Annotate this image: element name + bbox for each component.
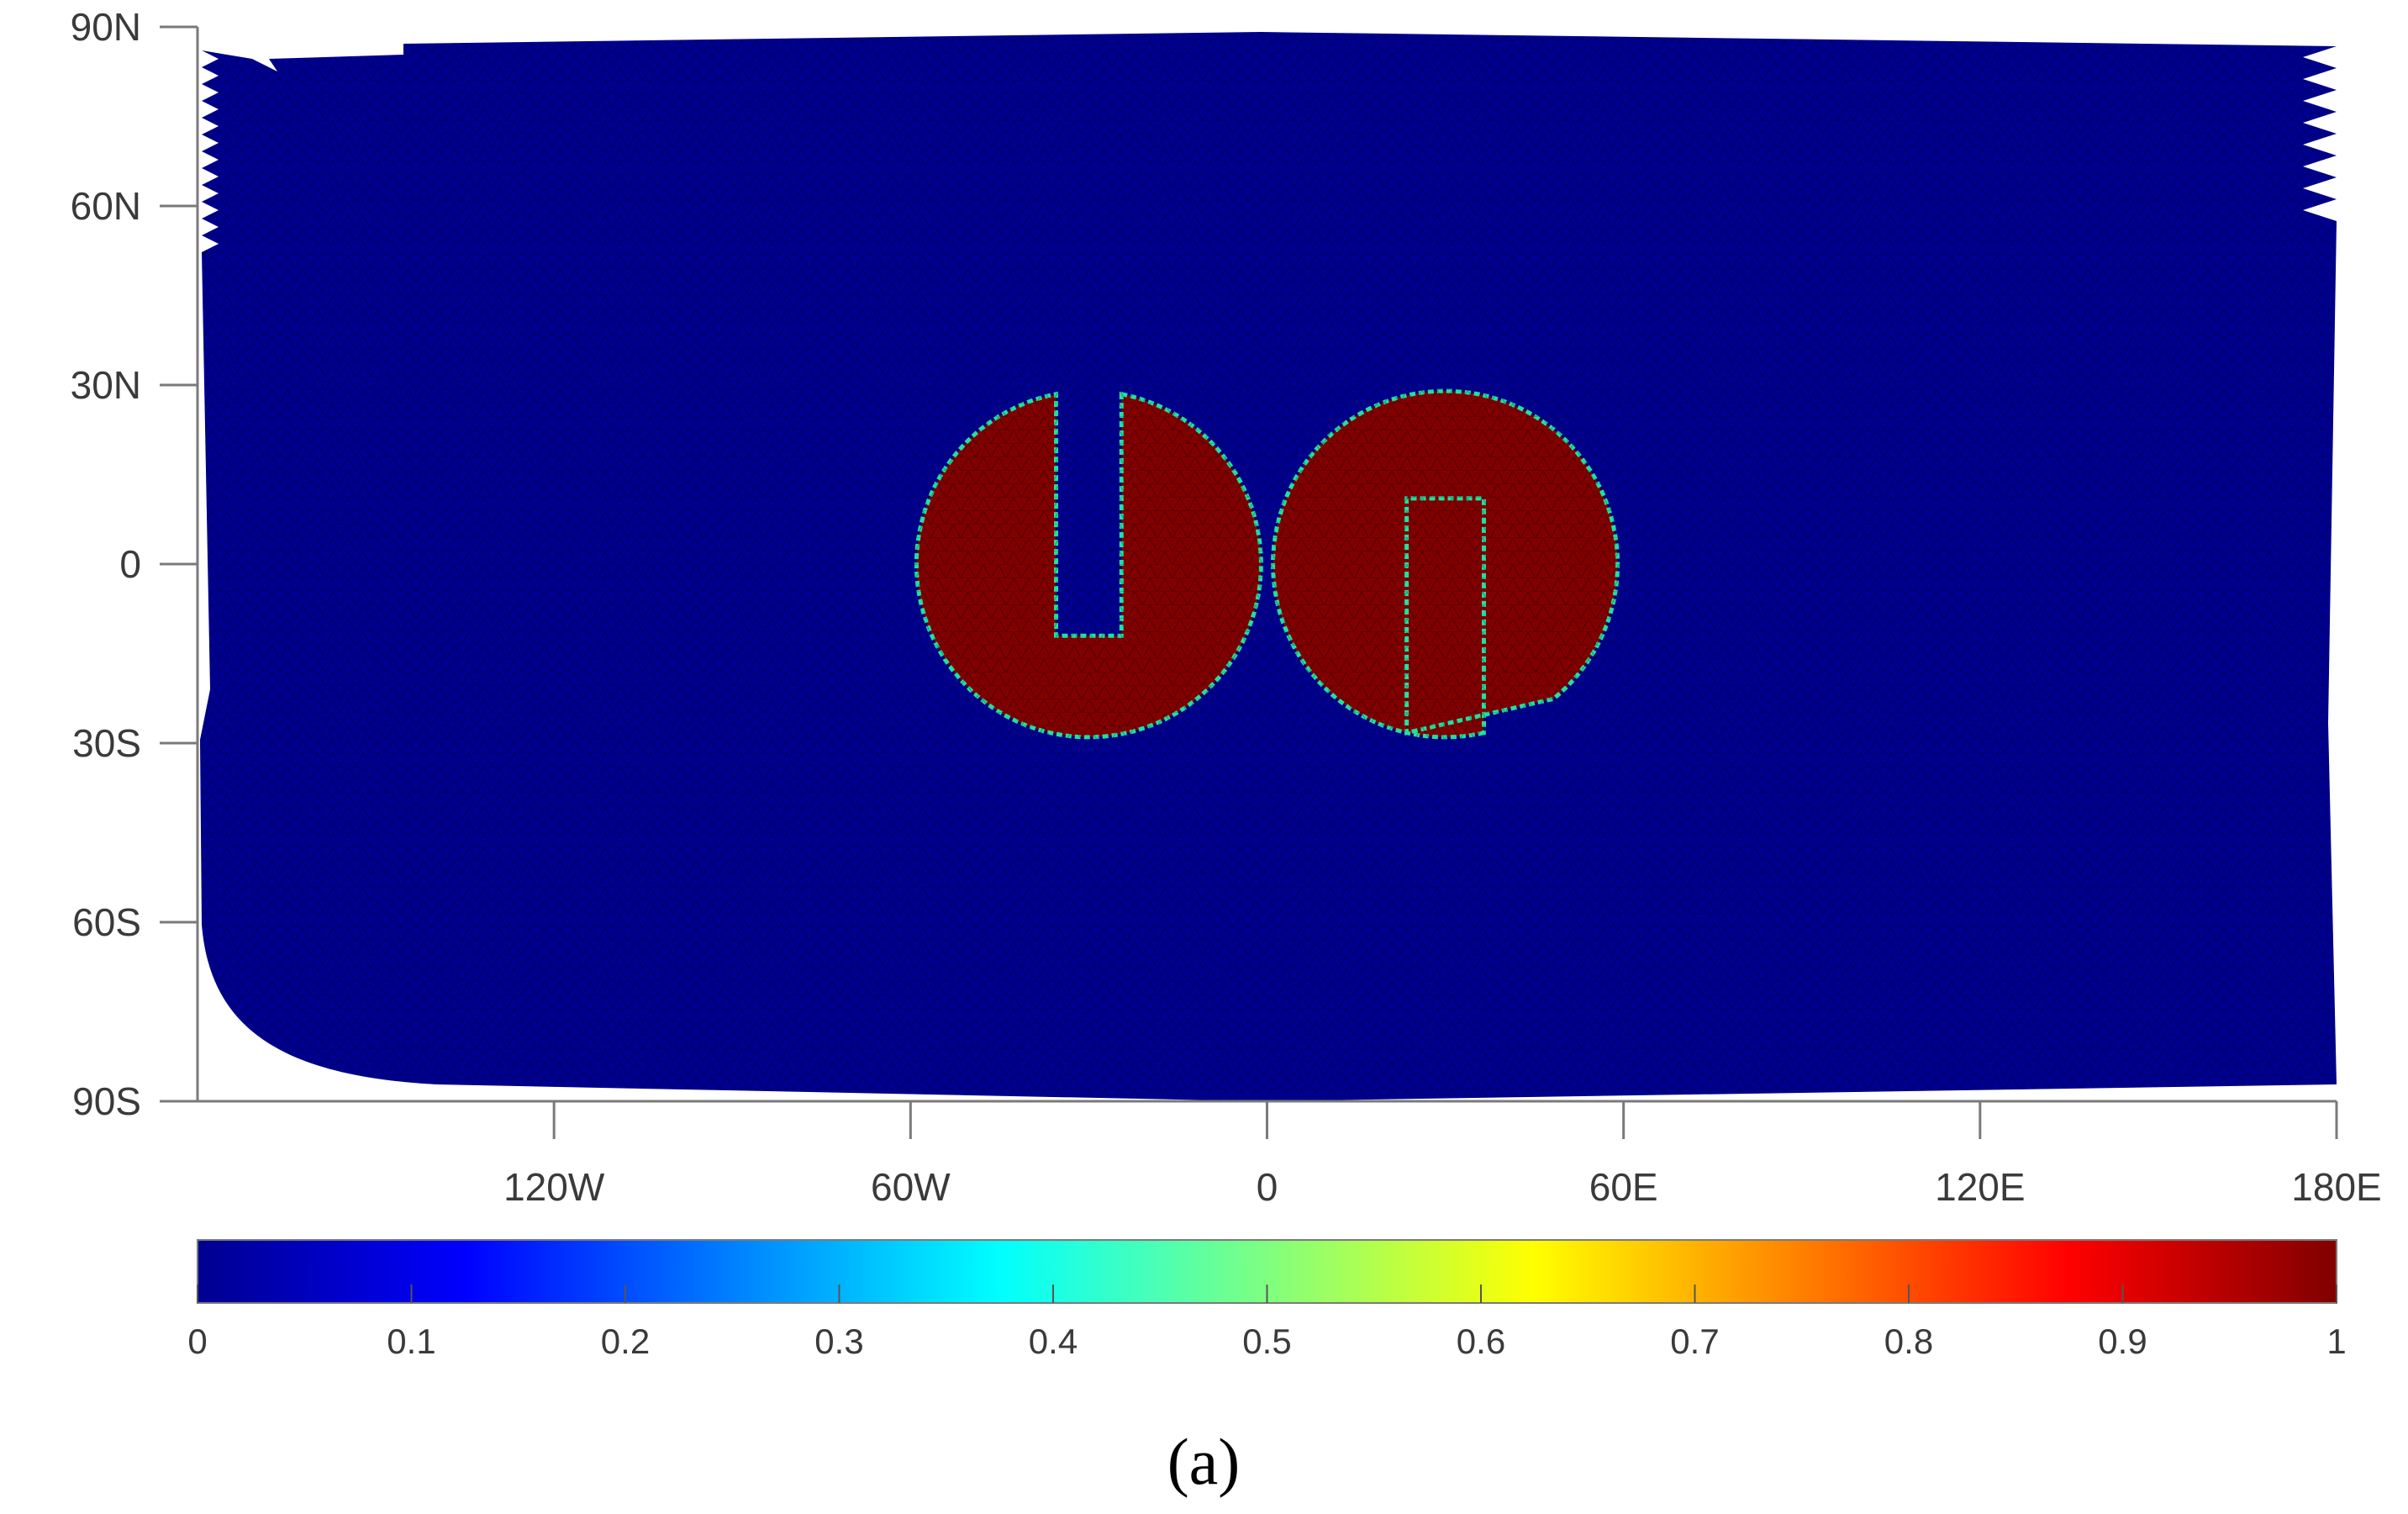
x-tick-label: 120E (1935, 1165, 2025, 1209)
colorbar-tick-label: 0.8 (1884, 1321, 1933, 1361)
map-plot (200, 32, 2337, 1101)
y-tick-label: 60S (72, 900, 141, 944)
colorbar-tick-label: 0.3 (814, 1321, 863, 1361)
axes: 90N 60N 30N 0 30S 60S 90S 120W 60W 0 60E 120E 180E (71, 5, 2382, 1209)
colorbar-tick-label: 0.1 (387, 1321, 435, 1361)
colorbar: 0 0.1 0.2 0.3 0.4 0.5 0.6 0.7 0.8 0.9 1 (187, 1239, 2347, 1361)
colorbar-tick-label: 0.6 (1457, 1321, 1505, 1361)
colorbar-tick-label: 0.2 (601, 1321, 650, 1361)
x-tick-label: 0 (1257, 1165, 1278, 1209)
x-tick-label: 60W (871, 1165, 951, 1209)
colorbar-tick-label: 1 (2326, 1321, 2346, 1361)
x-tick-label: 60E (1589, 1165, 1658, 1209)
y-tick-label: 30S (72, 721, 141, 765)
colorbar-tick-label: 0.5 (1242, 1321, 1291, 1361)
y-tick-label: 60N (71, 184, 141, 228)
colorbar-tick-label: 0.4 (1029, 1321, 1078, 1361)
y-tick-label: 90S (72, 1079, 141, 1123)
x-tick-label: 120W (503, 1165, 605, 1209)
y-tick-label: 30N (71, 363, 141, 407)
colorbar-tick-label: 0.9 (2098, 1321, 2147, 1361)
colorbar-tick-label: 0 (187, 1321, 207, 1361)
figure-caption: (a) (1167, 1425, 1241, 1498)
y-tick-label: 0 (119, 542, 141, 586)
x-tick-label: 180E (2291, 1165, 2381, 1209)
colorbar-ticks: 0 0.1 0.2 0.3 0.4 0.5 0.6 0.7 0.8 0.9 1 (187, 1285, 2347, 1361)
mesh-overlay (200, 32, 2337, 1101)
y-tick-label: 90N (71, 5, 141, 49)
colorbar-tick-label: 0.7 (1670, 1321, 1719, 1361)
